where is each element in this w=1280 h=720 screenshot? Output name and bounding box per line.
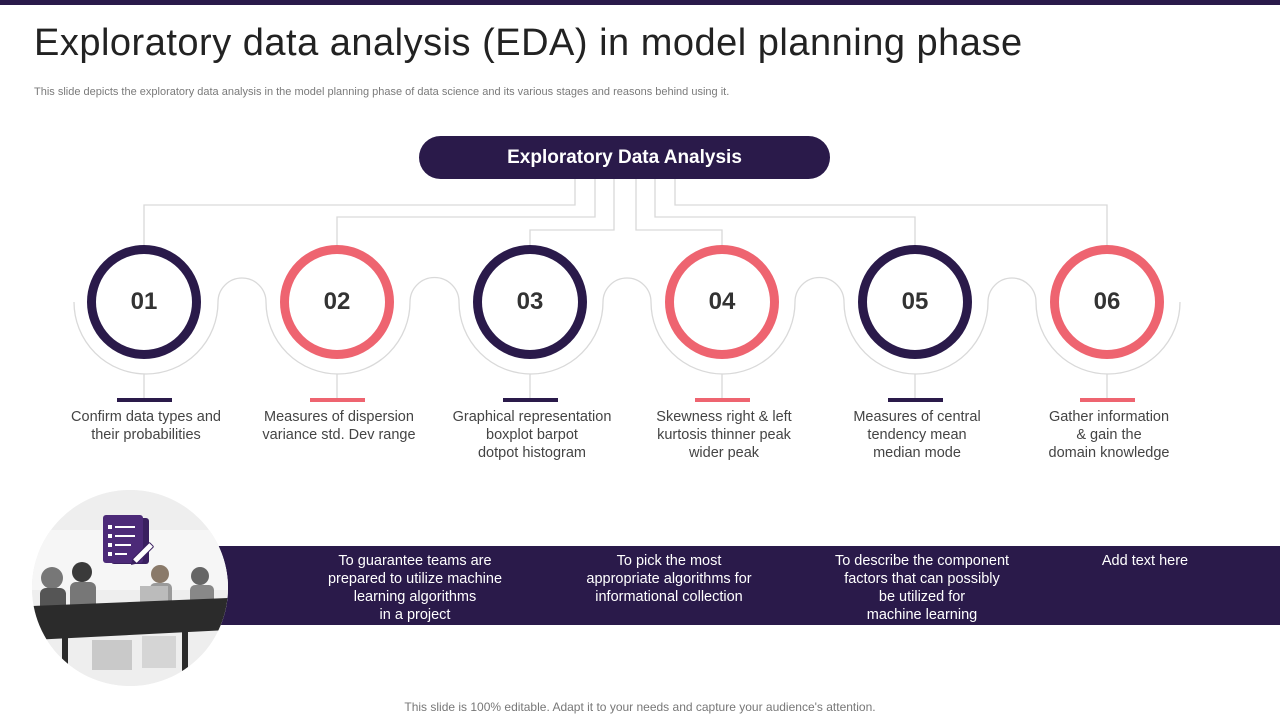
stage-05-description: Measures of central tendency mean median… <box>853 409 981 461</box>
arc-under-05 <box>843 301 989 375</box>
arc-link-5 <box>987 277 1037 303</box>
stage-tick <box>503 398 558 402</box>
arc-link-1 <box>217 277 267 303</box>
stage-tick <box>695 398 750 402</box>
connector-03 <box>529 179 615 245</box>
arc-under-06 <box>1035 301 1181 375</box>
team-photo <box>32 490 228 686</box>
checklist-pen-icon <box>101 515 157 567</box>
arc-under-02 <box>265 301 411 375</box>
reasons-band <box>200 546 1280 625</box>
connector-02 <box>336 179 596 245</box>
top-accent-bar <box>0 0 1280 5</box>
stage-tick <box>117 398 172 402</box>
stage-number-ring: 01 <box>87 245 201 359</box>
connector-06 <box>674 179 1108 245</box>
arc-link-4 <box>794 276 845 303</box>
reason-4: Add text here <box>1101 553 1189 569</box>
arc-link-2 <box>409 276 460 303</box>
reason-2: To pick the most appropriate algorithms … <box>586 553 752 605</box>
stage-tick <box>1080 398 1135 402</box>
stage-number-ring: 04 <box>665 245 779 359</box>
stage-tick <box>888 398 943 402</box>
stage-05: 05 <box>858 245 972 359</box>
stage-06: 06 <box>1050 245 1164 359</box>
slide-subtitle: This slide depicts the exploratory data … <box>34 86 730 98</box>
stage-01-description: Confirm data types and their probabiliti… <box>71 409 221 443</box>
connector-05 <box>654 179 916 245</box>
stage-number-ring: 02 <box>280 245 394 359</box>
arc-link-3 <box>602 277 652 303</box>
arc-under-01 <box>73 301 219 375</box>
arc-under-03 <box>458 301 604 375</box>
connector-01 <box>143 179 576 245</box>
stage-number-ring: 06 <box>1050 245 1164 359</box>
stage-02: 02 <box>280 245 394 359</box>
reason-3: To describe the component factors that c… <box>834 553 1010 623</box>
slide-footer: This slide is 100% editable. Adapt it to… <box>404 700 876 714</box>
stage-01: 01 <box>87 245 201 359</box>
stage-number-ring: 05 <box>858 245 972 359</box>
stage-tick <box>310 398 365 402</box>
stage-03-description: Graphical representation boxplot barpot … <box>452 409 612 461</box>
stage-03: 03 <box>473 245 587 359</box>
slide-title: Exploratory data analysis (EDA) in model… <box>34 22 1023 64</box>
stage-06-description: Gather information & gain the domain kno… <box>1048 409 1170 461</box>
eda-title-pill: Exploratory Data Analysis <box>419 136 830 179</box>
reason-1: To guarantee teams are prepared to utili… <box>327 553 503 623</box>
arc-under-04 <box>650 301 796 375</box>
connector-04 <box>635 179 723 245</box>
stage-04: 04 <box>665 245 779 359</box>
stage-04-description: Skewness right & left kurtosis thinner p… <box>656 409 792 461</box>
stage-02-description: Measures of dispersion variance std. Dev… <box>262 409 416 443</box>
stage-number-ring: 03 <box>473 245 587 359</box>
